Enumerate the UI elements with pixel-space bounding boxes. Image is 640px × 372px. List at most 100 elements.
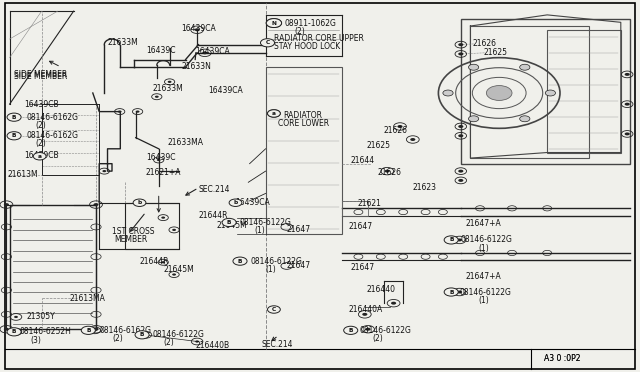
Text: B: B: [12, 133, 16, 138]
Text: (2): (2): [164, 339, 175, 347]
Text: 21644R: 21644R: [140, 257, 169, 266]
Text: 21621+A: 21621+A: [146, 168, 181, 177]
Bar: [10, 205, 96, 329]
Circle shape: [161, 261, 165, 263]
Circle shape: [410, 138, 415, 141]
Text: 21626: 21626: [472, 39, 497, 48]
Text: (1): (1): [255, 226, 266, 235]
Circle shape: [4, 203, 9, 206]
Text: (2): (2): [112, 334, 123, 343]
Bar: [461, 19, 630, 164]
Text: 08146-6122G: 08146-6122G: [251, 257, 303, 266]
Circle shape: [458, 170, 463, 173]
Circle shape: [444, 288, 458, 296]
Text: 16439C: 16439C: [146, 46, 175, 55]
Text: C: C: [272, 307, 276, 312]
Text: A3 0 :0P2: A3 0 :0P2: [544, 355, 580, 363]
Circle shape: [7, 132, 21, 140]
Text: 21647: 21647: [349, 222, 373, 231]
Circle shape: [385, 170, 390, 173]
Text: 16439C: 16439C: [146, 153, 175, 162]
Text: 16439CB: 16439CB: [24, 100, 59, 109]
Text: b: b: [234, 200, 237, 205]
Text: STAY HOOD LOCK: STAY HOOD LOCK: [274, 42, 340, 51]
Text: 1ST CROSS: 1ST CROSS: [112, 227, 154, 236]
Text: B: B: [140, 332, 144, 337]
Circle shape: [397, 125, 403, 128]
Text: (3): (3): [31, 336, 42, 344]
Text: 08911-1062G: 08911-1062G: [285, 19, 337, 28]
Circle shape: [468, 64, 479, 70]
Circle shape: [168, 81, 172, 83]
Circle shape: [155, 96, 159, 98]
Circle shape: [444, 236, 458, 244]
Circle shape: [625, 73, 630, 76]
Text: (1): (1): [479, 244, 490, 253]
Circle shape: [486, 86, 512, 100]
Text: 21645M: 21645M: [216, 221, 247, 230]
Text: 21613M: 21613M: [8, 170, 38, 179]
Circle shape: [625, 103, 630, 106]
Text: A3 0 :0P2: A3 0 :0P2: [544, 355, 580, 363]
Circle shape: [233, 257, 247, 265]
Text: (2): (2): [372, 334, 383, 343]
Text: 16439CA: 16439CA: [181, 24, 216, 33]
Text: 16439CA: 16439CA: [236, 198, 270, 207]
Text: 21647: 21647: [287, 225, 311, 234]
Text: SEC.214: SEC.214: [198, 185, 230, 194]
Circle shape: [458, 125, 463, 128]
Circle shape: [202, 51, 207, 54]
Text: 08146-6122G: 08146-6122G: [240, 218, 292, 227]
Text: B: B: [12, 115, 16, 120]
Text: 08146-6252H: 08146-6252H: [19, 327, 71, 336]
Circle shape: [268, 306, 280, 313]
Circle shape: [135, 331, 149, 339]
Text: 21613MA: 21613MA: [69, 294, 105, 303]
Text: a: a: [38, 154, 42, 159]
Text: 21626: 21626: [378, 169, 402, 177]
Text: C: C: [266, 40, 269, 45]
Circle shape: [195, 340, 199, 343]
Circle shape: [365, 328, 371, 331]
Circle shape: [14, 331, 18, 333]
Circle shape: [133, 199, 146, 206]
Circle shape: [195, 28, 200, 31]
Text: B: B: [86, 328, 90, 333]
Text: (2): (2): [36, 121, 47, 130]
Circle shape: [4, 328, 9, 331]
Circle shape: [625, 132, 630, 135]
Text: SIDE MEMBER: SIDE MEMBER: [14, 70, 67, 79]
Text: 21625: 21625: [483, 48, 507, 57]
Text: 21633MA: 21633MA: [168, 138, 204, 147]
Circle shape: [458, 52, 463, 55]
Circle shape: [458, 134, 463, 137]
Text: 21644R: 21644R: [198, 211, 228, 220]
Text: 21633N: 21633N: [181, 62, 211, 71]
Text: (1): (1): [479, 296, 490, 305]
Circle shape: [102, 170, 106, 172]
Circle shape: [229, 199, 242, 206]
Text: 16439CB: 16439CB: [24, 151, 59, 160]
Text: 21647+A: 21647+A: [466, 272, 502, 280]
Text: 16439CA: 16439CA: [195, 47, 230, 56]
Bar: [125, 203, 179, 249]
Text: 08146-6162G: 08146-6162G: [27, 113, 79, 122]
Text: 08146-6122G: 08146-6122G: [152, 330, 204, 339]
Circle shape: [458, 179, 463, 182]
Text: 08146-6122G: 08146-6122G: [460, 288, 511, 296]
Circle shape: [93, 329, 97, 331]
Text: (1): (1): [266, 265, 276, 274]
Circle shape: [545, 90, 556, 96]
Text: B: B: [227, 220, 231, 225]
Circle shape: [157, 159, 161, 161]
Circle shape: [391, 302, 396, 305]
Bar: [547, 30, 621, 153]
Text: (2): (2): [36, 140, 47, 148]
Text: RADIATOR CORE UPPER: RADIATOR CORE UPPER: [274, 34, 364, 43]
Text: 21647: 21647: [287, 262, 311, 270]
Text: 216440: 216440: [366, 285, 395, 294]
Circle shape: [81, 326, 95, 334]
Text: 08146-6162G: 08146-6162G: [99, 326, 151, 335]
Text: 21305Y: 21305Y: [27, 312, 56, 321]
Bar: [266, 67, 342, 234]
